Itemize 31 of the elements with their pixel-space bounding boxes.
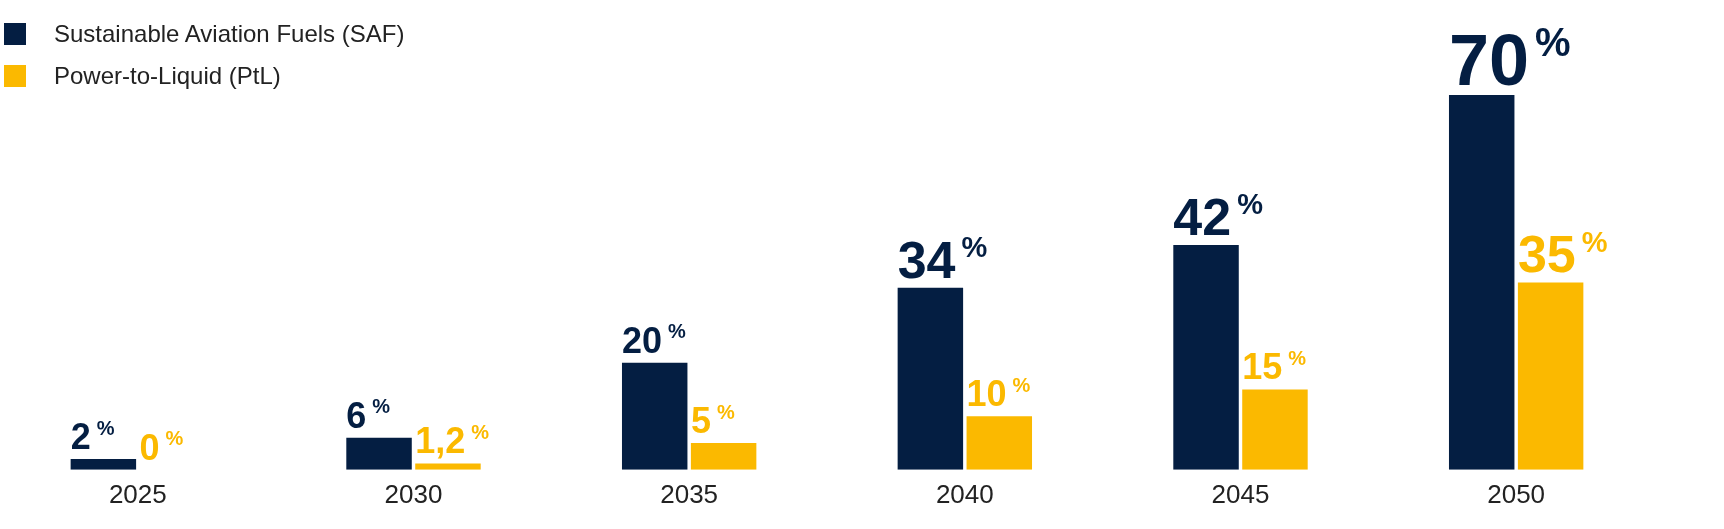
bar bbox=[415, 463, 481, 470]
x-tick-label: 2035 bbox=[660, 478, 719, 509]
bar bbox=[1173, 244, 1239, 470]
x-tick-label: 2050 bbox=[1487, 478, 1546, 509]
data-label: 42% bbox=[1173, 187, 1264, 246]
bar bbox=[621, 362, 688, 470]
data-label: 20% bbox=[621, 319, 687, 361]
legend-label: Power-to-Liquid (PtL) bbox=[54, 62, 281, 90]
x-tick-label: 2025 bbox=[108, 478, 167, 509]
data-label: 0% bbox=[139, 426, 184, 468]
data-label: 2% bbox=[70, 416, 115, 458]
bar bbox=[1517, 282, 1584, 470]
bar bbox=[966, 416, 1033, 470]
bar bbox=[346, 437, 412, 470]
data-label: 70% bbox=[1448, 20, 1571, 100]
data-label: 35% bbox=[1517, 225, 1608, 284]
bar bbox=[1242, 389, 1308, 470]
data-label: 6% bbox=[346, 394, 391, 436]
x-tick-label: 2040 bbox=[935, 478, 994, 509]
x-tick-label: 2030 bbox=[384, 478, 443, 509]
data-label: 10% bbox=[966, 373, 1031, 415]
data-label: 15% bbox=[1242, 346, 1307, 388]
bar bbox=[690, 443, 757, 470]
legend-label: Sustainable Aviation Fuels (SAF) bbox=[54, 20, 405, 48]
x-tick-label: 2045 bbox=[1211, 478, 1270, 509]
bar bbox=[70, 459, 137, 470]
data-label: 34% bbox=[897, 230, 988, 289]
data-label: 5% bbox=[690, 400, 735, 442]
bar bbox=[897, 287, 964, 470]
data-label: 1,2% bbox=[415, 420, 490, 462]
bar bbox=[1448, 95, 1515, 470]
